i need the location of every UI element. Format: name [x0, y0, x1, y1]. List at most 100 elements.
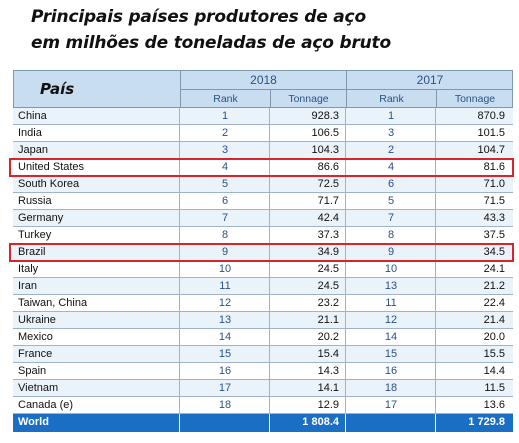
tonnage-2018-cell: 21.1	[317, 314, 339, 326]
country-cell: South Korea	[18, 178, 80, 190]
tonnage-2017-cell: 34.5	[483, 246, 505, 258]
country-cell: Japan	[18, 144, 48, 156]
tonnage-2017-cell: 37.5	[483, 229, 505, 241]
rank-2018-cell: 2	[221, 127, 229, 139]
rank-2018-cell: 7	[221, 212, 229, 224]
table-row: Spain 16 14.3 16 14.4	[13, 363, 513, 380]
rank-2018-header: Rank	[213, 93, 238, 105]
rank-2017-cell: 18	[384, 382, 398, 394]
tonnage-2017-cell: 13.6	[483, 399, 505, 411]
tonnage-2017-cell: 21.4	[483, 314, 505, 326]
tonnage-2018-cell: 86.6	[317, 161, 339, 173]
tonnage-2018-cell: 12.9	[317, 399, 339, 411]
tonnage-2017-cell: 71.5	[483, 195, 505, 207]
table-row: Turkey 8 37.3 8 37.5	[13, 227, 513, 244]
table-row: Vietnam 17 14.1 18 11.5	[13, 380, 513, 397]
country-cell: China	[18, 110, 47, 122]
rank-2018-cell: 17	[218, 382, 232, 394]
country-cell: Ukraine	[18, 314, 56, 326]
world-total-row: World 1 808.4 1 729.8	[13, 414, 513, 432]
table-row: Mexico 14 20.2 14 20.0	[13, 329, 513, 346]
rank-2018-cell: 13	[218, 314, 232, 326]
table-row: China 1 928.3 1 870.9	[13, 108, 513, 125]
tonnage-2017-cell: 15.5	[483, 348, 505, 360]
table-row: Germany 7 42.4 7 43.3	[13, 210, 513, 227]
table-row: Iran 11 24.5 13 21.2	[13, 278, 513, 295]
tonnage-2018-cell: 34.9	[317, 246, 339, 258]
rank-2018-cell: 9	[221, 246, 229, 258]
rank-2018-cell: 18	[218, 399, 232, 411]
country-cell: Mexico	[18, 331, 53, 343]
rank-2017-cell: 9	[387, 246, 395, 258]
tonnage-2018-header: Tonnage	[288, 93, 329, 105]
tonnage-2018-cell: 42.4	[317, 212, 339, 224]
country-cell: Taiwan, China	[18, 297, 88, 309]
table-header: País 2018 2017 Rank Tonnage Rank Tonnage	[13, 70, 513, 108]
table-row: Japan 3 104.3 2 104.7	[13, 142, 513, 159]
year-2017-header: 2017	[416, 73, 444, 87]
table-row: India 2 106.5 3 101.5	[13, 125, 513, 142]
country-cell: India	[18, 127, 42, 139]
rank-2017-cell: 5	[387, 195, 395, 207]
tonnage-2017-cell: 43.3	[483, 212, 505, 224]
title-line-2: em milhões de toneladas de aço bruto	[31, 33, 391, 53]
rank-2018-cell: 4	[221, 161, 229, 173]
rank-2017-cell: 3	[387, 127, 395, 139]
rank-2018-cell: 5	[221, 178, 229, 190]
table-row: Russia 6 71.7 5 71.5	[13, 193, 513, 210]
tonnage-2017-cell: 22.4	[483, 297, 505, 309]
table-row: Ukraine 13 21.1 12 21.4	[13, 312, 513, 329]
steel-production-table: País 2018 2017 Rank Tonnage Rank Tonnage…	[13, 70, 513, 432]
table-row: Brazil 9 34.9 9 34.5	[13, 244, 513, 261]
tonnage-2018-cell: 20.2	[317, 331, 339, 343]
tonnage-2018-cell: 14.3	[317, 365, 339, 377]
tonnage-2018-cell: 23.2	[317, 297, 339, 309]
rank-2017-cell: 10	[384, 263, 398, 275]
rank-2017-header: Rank	[379, 93, 404, 105]
country-cell: Brazil	[18, 246, 46, 258]
table-body: China 1 928.3 1 870.9 India 2 106.5 3 101.5 Japan 3…	[13, 108, 513, 414]
tonnage-2017-cell: 20.0	[483, 331, 505, 343]
table-row: United States 4 86.6 4 81.6	[13, 159, 513, 176]
tonnage-2017-cell: 21.2	[483, 280, 505, 292]
tonnage-2018-cell: 928.3	[311, 110, 339, 122]
tonnage-2018-cell: 104.3	[311, 144, 339, 156]
rank-2017-cell: 7	[387, 212, 395, 224]
rank-2017-cell: 15	[384, 348, 398, 360]
world-tonnage-2018: 1 808.4	[302, 416, 339, 428]
tonnage-2017-cell: 870.9	[477, 110, 505, 122]
tonnage-2018-cell: 24.5	[317, 280, 339, 292]
rank-2018-cell: 10	[218, 263, 232, 275]
country-cell: United States	[18, 161, 85, 173]
country-cell: Iran	[18, 280, 37, 292]
tonnage-2017-cell: 104.7	[477, 144, 505, 156]
rank-2017-cell: 1	[387, 110, 395, 122]
world-tonnage-2017: 1 729.8	[468, 416, 505, 428]
rank-2017-cell: 8	[387, 229, 395, 241]
rank-2018-cell: 8	[221, 229, 229, 241]
tonnage-2017-cell: 14.4	[483, 365, 505, 377]
tonnage-2018-cell: 71.7	[317, 195, 339, 207]
rank-2017-cell: 16	[384, 365, 398, 377]
rank-2017-cell: 14	[384, 331, 398, 343]
country-cell: Germany	[18, 212, 64, 224]
world-label: World	[18, 416, 49, 428]
tonnage-2017-cell: 24.1	[483, 263, 505, 275]
tonnage-2018-cell: 106.5	[311, 127, 339, 139]
country-cell: Italy	[18, 263, 39, 275]
rank-2017-cell: 17	[384, 399, 398, 411]
tonnage-2018-cell: 14.1	[317, 382, 339, 394]
table-row: Canada (e) 18 12.9 17 13.6	[13, 397, 513, 414]
table-row: Italy 10 24.5 10 24.1	[13, 261, 513, 278]
rank-2018-cell: 1	[221, 110, 229, 122]
country-cell: Vietnam	[18, 382, 59, 394]
rank-2018-cell: 3	[221, 144, 229, 156]
table-row: France 15 15.4 15 15.5	[13, 346, 513, 363]
country-cell: Turkey	[18, 229, 52, 241]
title-line-1: Principais países produtores de aço	[31, 7, 366, 27]
rank-2018-cell: 6	[221, 195, 229, 207]
rank-2017-cell: 12	[384, 314, 398, 326]
rank-2017-cell: 13	[384, 280, 398, 292]
rank-2017-cell: 2	[387, 144, 395, 156]
country-cell: Spain	[18, 365, 47, 377]
